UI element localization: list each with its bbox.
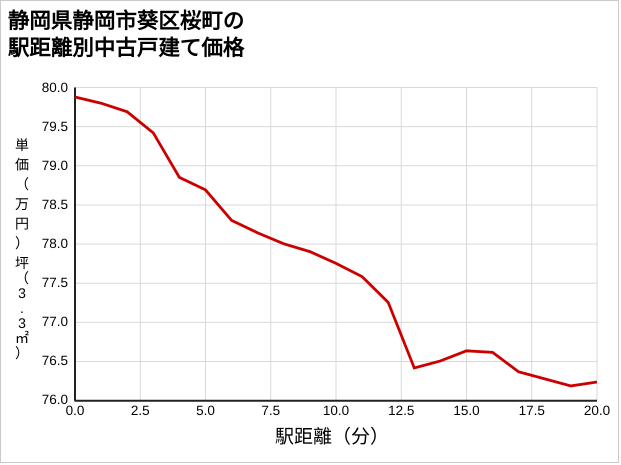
svg-text:80.0: 80.0 <box>42 80 68 95</box>
svg-text:76.0: 76.0 <box>42 392 68 407</box>
svg-text:79.0: 79.0 <box>42 158 68 173</box>
svg-text:3: 3 <box>18 315 26 331</box>
svg-text:）: ） <box>15 235 29 251</box>
svg-text:単: 単 <box>15 137 29 153</box>
svg-text:17.5: 17.5 <box>519 403 545 418</box>
svg-text:）: ） <box>15 345 29 361</box>
svg-text:20.0: 20.0 <box>584 403 610 418</box>
svg-text:10.0: 10.0 <box>323 403 349 418</box>
svg-text:0.0: 0.0 <box>66 403 85 418</box>
svg-text:円: 円 <box>15 215 29 231</box>
svg-text:価: 価 <box>15 157 29 173</box>
svg-text:㎡: ㎡ <box>15 330 29 346</box>
svg-text:77.0: 77.0 <box>42 314 68 329</box>
svg-text:万: 万 <box>15 196 29 212</box>
svg-text:5.0: 5.0 <box>196 403 215 418</box>
svg-text:坪: 坪 <box>15 255 29 271</box>
svg-text:77.5: 77.5 <box>42 275 68 290</box>
svg-text:78.0: 78.0 <box>42 236 68 251</box>
svg-text:15.0: 15.0 <box>453 403 479 418</box>
svg-text:（: （ <box>15 270 29 286</box>
svg-text:79.5: 79.5 <box>42 119 68 134</box>
svg-text:12.5: 12.5 <box>388 403 414 418</box>
svg-text:7.5: 7.5 <box>261 403 280 418</box>
svg-text:.: . <box>20 300 24 316</box>
svg-text:駅距離（分）: 駅距離（分） <box>275 426 389 448</box>
svg-text:3: 3 <box>18 285 26 301</box>
svg-text:76.5: 76.5 <box>42 353 68 368</box>
svg-text:78.5: 78.5 <box>42 197 68 212</box>
svg-text:（: （ <box>15 176 29 192</box>
svg-text:2.5: 2.5 <box>131 403 150 418</box>
